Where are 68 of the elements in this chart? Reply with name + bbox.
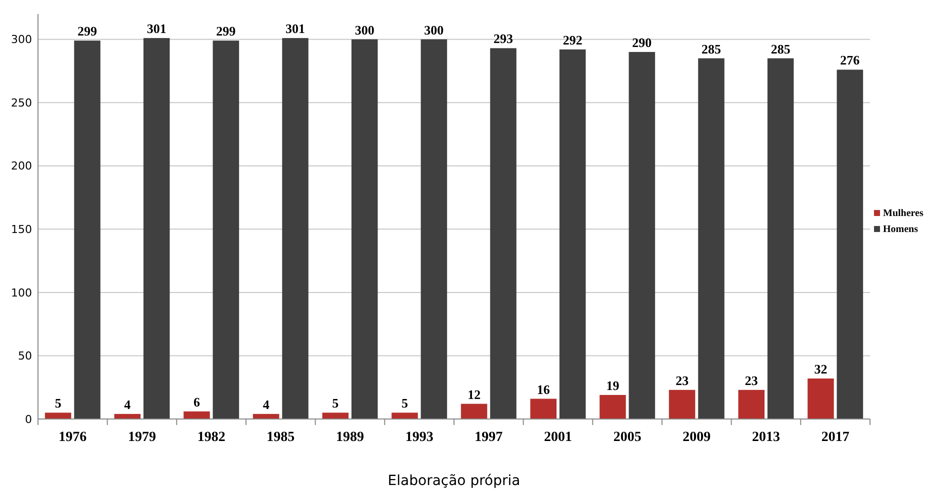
y-tick-label: 0 bbox=[25, 412, 32, 426]
x-tick-label: 2009 bbox=[682, 430, 711, 445]
data-label: 23 bbox=[676, 372, 690, 388]
x-tick-label: 2017 bbox=[821, 430, 850, 445]
data-label: 293 bbox=[494, 31, 514, 46]
y-tick-label: 200 bbox=[11, 160, 32, 173]
data-label: 6 bbox=[193, 394, 200, 410]
y-tick-label: 250 bbox=[11, 96, 32, 110]
data-label: 5 bbox=[401, 396, 408, 411]
x-tick-label: 1989 bbox=[336, 430, 364, 445]
x-tick-label: 2013 bbox=[752, 430, 780, 445]
data-label: 285 bbox=[702, 41, 722, 56]
bar bbox=[420, 39, 448, 419]
text: Elaboração própria bbox=[388, 473, 520, 489]
bar bbox=[74, 40, 100, 419]
x-tick-label: 1979 bbox=[128, 430, 156, 445]
x-tick-label: 2005 bbox=[613, 430, 642, 445]
y-tick-label: 100 bbox=[11, 286, 32, 300]
legend-label: Homens bbox=[883, 224, 918, 235]
bar bbox=[600, 394, 626, 419]
data-label: 292 bbox=[562, 32, 582, 48]
data-label: 4 bbox=[124, 396, 132, 412]
y-tick-label: 150 bbox=[11, 223, 32, 236]
data-label: 4 bbox=[262, 396, 270, 412]
bar bbox=[282, 38, 308, 419]
y-tick-label: 300 bbox=[11, 33, 32, 46]
data-label: 285 bbox=[770, 41, 791, 56]
data-label: 16 bbox=[536, 382, 550, 397]
bar bbox=[738, 390, 765, 419]
data-label: 19 bbox=[606, 378, 620, 393]
legend-label: Mulheres bbox=[883, 208, 924, 219]
data-label: 290 bbox=[632, 34, 652, 50]
x-tick-label: 2001 bbox=[544, 430, 572, 445]
data-label: 5 bbox=[332, 396, 340, 411]
data-label: 301 bbox=[146, 21, 166, 36]
data-label: 300 bbox=[424, 22, 444, 38]
bar bbox=[767, 58, 794, 419]
bar bbox=[530, 398, 557, 419]
bar bbox=[322, 412, 349, 419]
data-label: 299 bbox=[78, 24, 98, 39]
data-label: 301 bbox=[286, 21, 306, 36]
data-label: 299 bbox=[216, 24, 236, 39]
bar bbox=[698, 58, 724, 419]
bar bbox=[392, 412, 418, 419]
bar bbox=[628, 52, 656, 419]
data-label: 276 bbox=[840, 52, 860, 68]
bar bbox=[44, 412, 72, 419]
x-tick-label: 1982 bbox=[197, 430, 226, 445]
y-tick-label: 50 bbox=[18, 350, 32, 363]
data-label: 300 bbox=[354, 22, 374, 38]
bar bbox=[351, 39, 378, 419]
bar bbox=[559, 49, 586, 419]
bar bbox=[490, 48, 516, 419]
bar bbox=[212, 40, 240, 419]
bar bbox=[668, 390, 696, 419]
x-tick-label: 1997 bbox=[474, 430, 503, 445]
bar bbox=[184, 411, 210, 419]
data-label: 5 bbox=[54, 396, 62, 411]
x-tick-label: 1993 bbox=[405, 430, 434, 445]
x-tick-label: 1985 bbox=[266, 430, 295, 445]
data-label: 12 bbox=[468, 386, 481, 402]
bar bbox=[143, 38, 170, 419]
data-label: 23 bbox=[744, 372, 758, 388]
bar bbox=[460, 404, 488, 419]
x-tick-label: 1976 bbox=[58, 430, 87, 445]
bar bbox=[808, 378, 834, 419]
data-label: 32 bbox=[814, 362, 828, 376]
bar bbox=[836, 70, 864, 419]
